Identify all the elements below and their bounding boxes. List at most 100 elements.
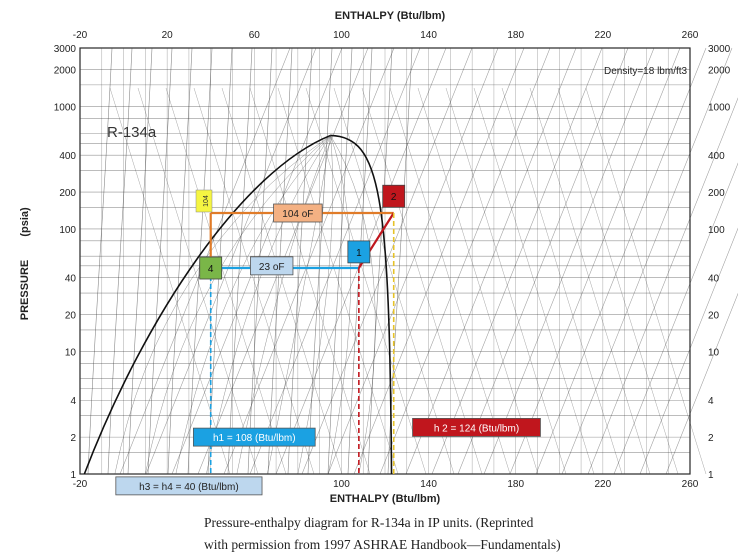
x-tick-label-bottom: 180 — [507, 479, 524, 490]
isentrope-line — [613, 162, 738, 475]
y-tick-label-right: 1 — [708, 470, 714, 481]
quality-line — [297, 135, 333, 475]
cycle-point-label: 1 — [356, 248, 362, 259]
isotherm-line — [327, 47, 353, 475]
x-tick-label-bottom: 220 — [595, 479, 612, 490]
isochore-line — [165, 87, 287, 475]
y-tick-label-left: 1000 — [54, 102, 77, 113]
quality-line — [330, 135, 376, 475]
isochore-line — [109, 87, 231, 475]
isentrope-line — [405, 47, 577, 475]
y-tick-label-right: 4 — [708, 396, 714, 407]
temperature-sticker — [195, 189, 213, 213]
saturation-dome — [83, 134, 393, 475]
isotherm-line — [247, 47, 273, 475]
isochore-line — [361, 87, 483, 475]
cycle-point-label: 4 — [208, 264, 214, 275]
isochore-line — [529, 87, 651, 475]
annotation-label-h1: h1 = 108 (Btu/lbm) — [213, 433, 296, 444]
y-tick-label-right: 3000 — [708, 44, 731, 55]
annotation-box-h2 — [412, 418, 541, 437]
x-tick-label-top: -20 — [73, 30, 88, 41]
isochore-line — [389, 87, 511, 475]
y-tick-label-right: 2000 — [708, 66, 731, 77]
y-tick-label-right: 1000 — [708, 102, 731, 113]
quality-line — [236, 135, 331, 475]
density-label: Density=18 lbm/ft3 — [604, 66, 688, 77]
y-tick-label-left: 4 — [70, 396, 76, 407]
x-axis-bottom-title: ENTHALPY (Btu/lbm) — [330, 493, 441, 505]
caption-line-1: Pressure-enthalpy diagram for R-134a in … — [204, 515, 534, 530]
annotation-box-h3 — [115, 476, 263, 496]
isochore-line — [585, 87, 707, 475]
x-tick-label-bottom: 100 — [333, 479, 350, 490]
cycle-point-marker — [347, 240, 371, 264]
isentrope-line — [379, 47, 551, 475]
isentrope-line — [353, 47, 525, 475]
isotherm-line — [107, 47, 133, 475]
isotherm-line — [127, 47, 153, 475]
annotation-label-h2: h 2 = 124 (Btu/lbm) — [434, 423, 519, 434]
y-tick-label-left: 3000 — [54, 44, 77, 55]
y-tick-label-left: 10 — [65, 347, 77, 358]
x-tick-label-top: 260 — [682, 30, 699, 41]
isotherm-line — [147, 47, 173, 475]
isentrope-line — [145, 47, 317, 475]
isentrope-line — [535, 47, 707, 475]
x-tick-label-top: 180 — [507, 30, 524, 41]
figure-caption: Pressure-enthalpy diagram for R-134a in … — [204, 512, 734, 556]
caption-line-2: with permission from 1997 ASHRAE Handboo… — [204, 537, 561, 552]
y-tick-label-left: 100 — [59, 225, 76, 236]
isentrope-line — [587, 97, 738, 475]
isentrope-line — [509, 47, 681, 475]
isentrope-line — [327, 47, 499, 475]
isotherm-line — [367, 47, 393, 475]
x-tick-label-top: 20 — [162, 30, 174, 41]
quality-line — [145, 135, 331, 475]
isentrope-line — [483, 47, 655, 475]
isentrope-line — [301, 47, 473, 475]
y-tick-label-left: 2000 — [54, 66, 77, 77]
isochore-line — [501, 87, 623, 475]
quality-line — [328, 135, 351, 475]
y-tick-label-left: 40 — [65, 274, 77, 285]
y-tick-label-right: 2 — [708, 433, 714, 444]
x-tick-label-bottom: 140 — [420, 479, 437, 490]
isotherm-line — [287, 47, 313, 475]
refrigerant-label: R-134a — [107, 124, 157, 141]
isochore-line — [305, 87, 427, 475]
isochore-line — [445, 87, 567, 475]
isentrope-line — [431, 47, 603, 475]
x-tick-label-top: 220 — [595, 30, 612, 41]
y-tick-label-left: 20 — [65, 311, 77, 322]
x-tick-label-bottom: -20 — [73, 479, 88, 490]
y-tick-label-right: 400 — [708, 151, 725, 162]
isochore-line — [137, 87, 259, 475]
y-tick-label-right: 100 — [708, 225, 725, 236]
isotherm-line — [307, 47, 333, 475]
isochore-line — [417, 87, 539, 475]
isochore-line — [557, 87, 679, 475]
annotation-label-evap-temp: 23 oF — [259, 262, 285, 273]
isentrope-line — [665, 292, 738, 475]
axis-ticks: -20-202020606010010014014018018022022026… — [54, 30, 731, 490]
y-axis-title: PRESSURE — [19, 260, 31, 321]
cycle-point-marker — [199, 256, 223, 280]
y-tick-label-right: 20 — [708, 311, 720, 322]
y-tick-label-right: 200 — [708, 188, 725, 199]
annotation-box-h1 — [192, 427, 316, 447]
y-tick-label-right: 40 — [708, 274, 720, 285]
isentrope-line — [639, 227, 738, 475]
isotherm-line — [167, 47, 193, 475]
isentrope-line — [249, 47, 421, 475]
quality-line — [267, 135, 331, 475]
x-tick-label-top: 140 — [420, 30, 437, 41]
isochore-line — [193, 87, 315, 475]
cycle-point-label: 2 — [391, 192, 397, 203]
x-axis-top-title: ENTHALPY (Btu/lbm) — [335, 10, 446, 22]
isotherm-line — [227, 47, 253, 475]
x-tick-label-top: 60 — [249, 30, 261, 41]
x-tick-label-top: 100 — [333, 30, 350, 41]
